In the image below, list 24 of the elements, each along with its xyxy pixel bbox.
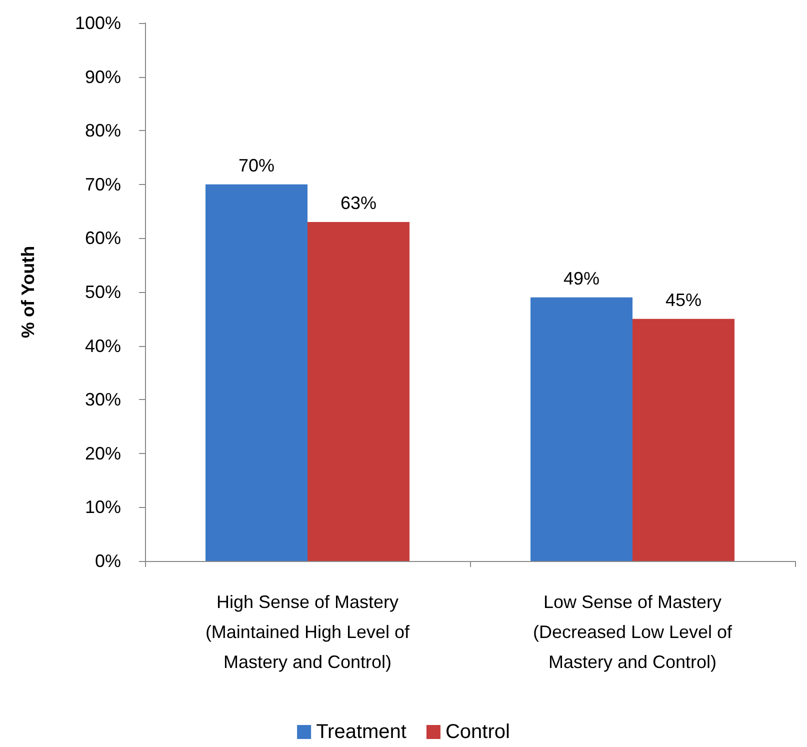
legend-label: Control [445, 721, 510, 743]
bar [206, 184, 308, 561]
y-tick-label: 20% [84, 443, 121, 464]
y-tick-label: 90% [84, 66, 121, 87]
y-tick-label: 70% [84, 174, 121, 194]
bar [632, 318, 734, 561]
y-tick-label: 100% [74, 13, 121, 33]
x-tick-label: Low Sense of Mastery (Decreased Low Level of Mastery and Control) [532, 592, 734, 672]
y-tick-label: 60% [84, 228, 121, 248]
bar [530, 297, 632, 561]
y-tick-label: 40% [84, 336, 121, 356]
y-tick-label: 50% [84, 282, 121, 302]
data-label: 70% [238, 155, 275, 176]
data-label: 63% [340, 193, 377, 214]
x-tick-label: High Sense of Mastery (Maintained High Level of Mastery and Control) [205, 592, 411, 672]
y-tick-label: 80% [84, 120, 121, 141]
data-label: 49% [563, 268, 600, 288]
y-axis-title: % of Youth [18, 246, 38, 338]
data-label: 45% [665, 290, 702, 310]
y-tick-label: 30% [84, 390, 121, 410]
bar [308, 222, 410, 561]
y-tick-label: 0% [94, 551, 121, 571]
legend-label: Treatment [316, 721, 407, 743]
y-tick-label: 10% [84, 497, 121, 518]
